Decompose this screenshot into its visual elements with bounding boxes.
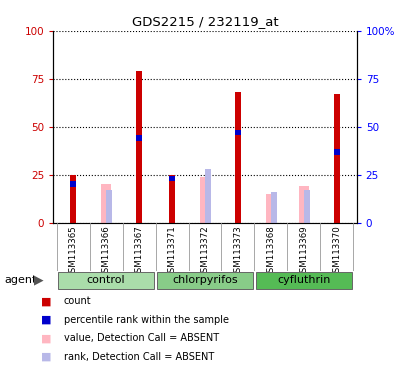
FancyBboxPatch shape bbox=[58, 272, 153, 289]
Text: chlorpyrifos: chlorpyrifos bbox=[172, 275, 237, 285]
Bar bbox=[270, 192, 276, 223]
FancyBboxPatch shape bbox=[157, 272, 252, 289]
Text: GSM113368: GSM113368 bbox=[266, 225, 275, 278]
Bar bbox=[106, 190, 111, 223]
Text: value, Detection Call = ABSENT: value, Detection Call = ABSENT bbox=[63, 333, 218, 343]
Bar bbox=[101, 184, 110, 223]
FancyBboxPatch shape bbox=[256, 272, 351, 289]
Text: ■: ■ bbox=[41, 352, 52, 362]
Bar bbox=[169, 175, 175, 223]
Bar bbox=[136, 136, 142, 141]
Text: GSM113372: GSM113372 bbox=[200, 225, 209, 278]
Text: agent: agent bbox=[4, 275, 36, 285]
Bar bbox=[70, 175, 76, 223]
Bar bbox=[70, 182, 76, 187]
Bar bbox=[333, 149, 339, 155]
Text: GSM113373: GSM113373 bbox=[233, 225, 242, 278]
Title: GDS2215 / 232119_at: GDS2215 / 232119_at bbox=[131, 15, 278, 28]
Text: ■: ■ bbox=[41, 296, 52, 306]
Text: ▶: ▶ bbox=[34, 274, 44, 287]
Bar bbox=[303, 190, 309, 223]
Text: count: count bbox=[63, 296, 91, 306]
Bar bbox=[200, 177, 209, 223]
Bar bbox=[333, 94, 339, 223]
Text: cyfluthrin: cyfluthrin bbox=[276, 275, 330, 285]
Text: GSM113369: GSM113369 bbox=[299, 225, 308, 278]
Bar bbox=[169, 176, 175, 182]
Text: GSM113367: GSM113367 bbox=[134, 225, 143, 278]
Text: GSM113371: GSM113371 bbox=[167, 225, 176, 278]
Text: control: control bbox=[87, 275, 125, 285]
Text: GSM113370: GSM113370 bbox=[332, 225, 341, 278]
Bar bbox=[299, 186, 308, 223]
Text: GSM113365: GSM113365 bbox=[68, 225, 77, 278]
Bar bbox=[204, 169, 210, 223]
Text: rank, Detection Call = ABSENT: rank, Detection Call = ABSENT bbox=[63, 352, 213, 362]
Bar bbox=[266, 194, 275, 223]
Text: ■: ■ bbox=[41, 333, 52, 343]
Text: percentile rank within the sample: percentile rank within the sample bbox=[63, 315, 228, 325]
Bar bbox=[136, 71, 142, 223]
Bar bbox=[234, 92, 240, 223]
Text: GSM113366: GSM113366 bbox=[101, 225, 110, 278]
Bar bbox=[234, 130, 240, 136]
Text: ■: ■ bbox=[41, 315, 52, 325]
